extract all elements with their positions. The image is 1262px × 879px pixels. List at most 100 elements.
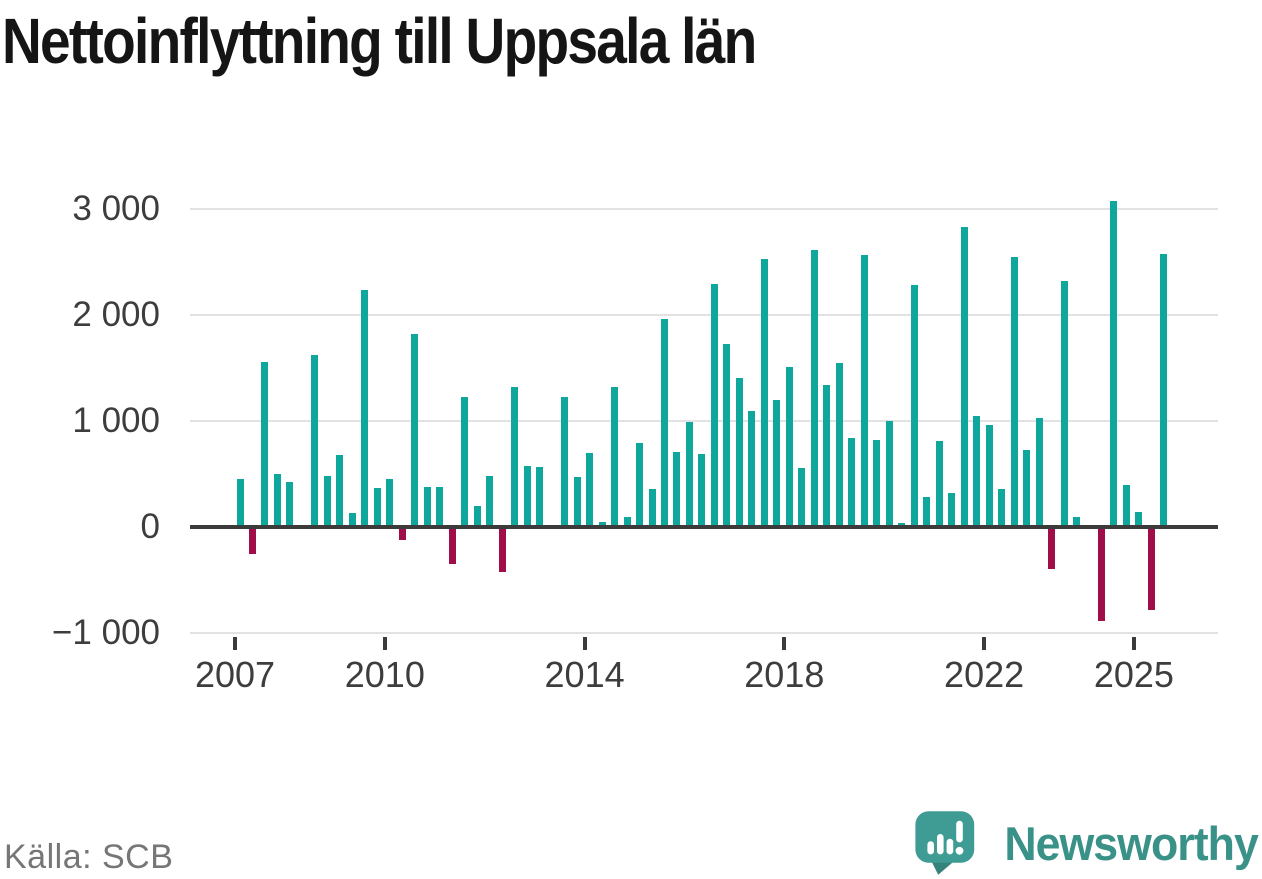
bar-2014Q1 xyxy=(586,452,594,527)
bar-2021Q4 xyxy=(973,415,981,527)
bar-2013Q1 xyxy=(536,466,544,527)
x-tick-mark xyxy=(582,637,587,650)
x-tick-label: 2025 xyxy=(1093,654,1174,695)
brand-name: Newsworthy xyxy=(1004,816,1258,870)
x-tick-mark xyxy=(1131,637,1136,650)
zero-axis-line xyxy=(190,525,1218,529)
gridline xyxy=(190,420,1218,422)
x-tick-label: 2014 xyxy=(544,654,625,695)
bar-2010Q2 xyxy=(398,527,406,540)
bar-2008Q1 xyxy=(286,482,294,527)
bar-2019Q1 xyxy=(835,362,843,527)
bar-2010Q1 xyxy=(386,479,394,527)
bar-2007Q2 xyxy=(248,527,256,554)
bar-2019Q4 xyxy=(873,440,881,527)
y-tick-label: −1 000 xyxy=(51,613,160,652)
newsworthy-logo: Newsworthy xyxy=(913,810,1259,876)
bar-2021Q1 xyxy=(935,441,943,527)
bar-2018Q3 xyxy=(810,250,818,527)
bar-2012Q1 xyxy=(486,476,494,527)
x-tick-label: 2007 xyxy=(194,654,276,695)
bar-2022Q3 xyxy=(1010,256,1018,527)
bar-2013Q3 xyxy=(561,396,569,527)
bar-2020Q1 xyxy=(885,421,893,527)
bar-2011Q4 xyxy=(473,505,481,527)
bar-2009Q1 xyxy=(336,454,344,527)
gridline xyxy=(190,632,1218,634)
y-tick-label: 3 000 xyxy=(72,189,160,228)
bar-2016Q2 xyxy=(698,453,706,527)
bar-2016Q1 xyxy=(685,422,693,527)
bar-2025Q3 xyxy=(1160,253,1168,527)
bar-2010Q4 xyxy=(423,486,431,527)
bar-2025Q1 xyxy=(1135,512,1143,527)
bar-2011Q2 xyxy=(448,527,456,565)
bar-2010Q3 xyxy=(411,334,419,527)
bar-2024Q3 xyxy=(1110,200,1118,527)
bar-2023Q3 xyxy=(1060,281,1068,527)
bar-2019Q3 xyxy=(860,254,868,527)
bar-2020Q4 xyxy=(923,497,931,527)
bar-2008Q4 xyxy=(323,476,331,527)
bar-2017Q2 xyxy=(748,411,756,527)
bar-2012Q4 xyxy=(523,465,531,527)
x-tick-mark xyxy=(782,637,787,650)
bar-2021Q3 xyxy=(960,227,968,527)
bar-2023Q1 xyxy=(1035,417,1043,527)
bar-2012Q2 xyxy=(498,527,506,572)
bar-2008Q3 xyxy=(311,355,319,527)
x-tick-mark xyxy=(382,637,387,650)
x-tick-label: 2010 xyxy=(344,654,425,695)
bar-2017Q4 xyxy=(773,399,781,527)
y-tick-label: 2 000 xyxy=(72,295,160,334)
bar-2012Q3 xyxy=(511,387,519,527)
bar-2019Q2 xyxy=(848,437,856,527)
bar-2020Q2 xyxy=(898,522,906,527)
x-tick-label: 2018 xyxy=(744,654,825,695)
bar-2018Q4 xyxy=(823,384,831,527)
bar-2023Q2 xyxy=(1048,527,1056,570)
newsworthy-icon xyxy=(915,811,975,875)
bar-2017Q1 xyxy=(735,377,743,527)
bar-2015Q4 xyxy=(673,451,681,527)
bar-2014Q4 xyxy=(623,517,631,527)
bar-2024Q2 xyxy=(1097,527,1105,622)
y-tick-label: 0 xyxy=(140,507,160,546)
bar-2015Q2 xyxy=(648,488,656,527)
bar-2009Q4 xyxy=(373,487,381,527)
bar-2009Q3 xyxy=(361,289,369,527)
bar-2011Q3 xyxy=(461,396,469,527)
bar-2015Q1 xyxy=(636,443,644,527)
x-tick-mark xyxy=(982,637,987,650)
bar-2011Q1 xyxy=(436,486,444,527)
bar-2017Q3 xyxy=(760,258,768,527)
bar-2015Q3 xyxy=(660,319,668,527)
bar-2009Q2 xyxy=(348,513,356,527)
bar-2007Q1 xyxy=(236,479,244,527)
bar-2022Q1 xyxy=(985,425,993,527)
x-tick-label: 2022 xyxy=(944,654,1025,695)
bar-2020Q3 xyxy=(910,285,918,527)
bar-2007Q3 xyxy=(261,361,269,527)
gridline xyxy=(190,314,1218,316)
bar-2013Q4 xyxy=(573,477,581,527)
bar-2021Q2 xyxy=(948,493,956,527)
bar-2025Q2 xyxy=(1147,527,1155,610)
y-tick-label: 1 000 xyxy=(72,401,160,440)
bar-2022Q4 xyxy=(1023,449,1031,527)
bar-2018Q2 xyxy=(798,467,806,527)
bar-2014Q3 xyxy=(611,387,619,527)
bar-2014Q2 xyxy=(598,521,606,527)
bar-2023Q4 xyxy=(1072,517,1080,527)
chart-title: Nettoinflyttning till Uppsala län xyxy=(2,5,757,77)
bar-2016Q3 xyxy=(710,284,718,527)
bar-2007Q4 xyxy=(273,474,281,527)
bar-2018Q1 xyxy=(785,366,793,527)
source-caption: Källa: SCB xyxy=(4,838,174,876)
gridline xyxy=(190,208,1218,210)
bar-2016Q4 xyxy=(723,343,731,527)
x-tick-mark xyxy=(233,637,237,650)
bar-2022Q2 xyxy=(998,488,1006,527)
